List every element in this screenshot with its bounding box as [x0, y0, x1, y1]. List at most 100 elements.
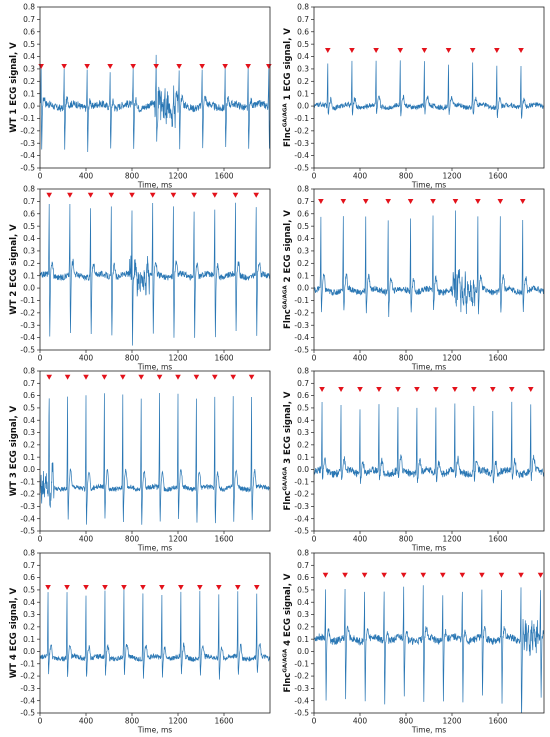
r-peak-marker: [527, 387, 534, 393]
r-peak-marker: [230, 374, 236, 380]
r-peak-marker: [318, 198, 324, 204]
y-tick-label: 0.4: [23, 416, 35, 425]
y-tick-label: 0.1: [23, 89, 35, 98]
r-peak-marker: [212, 374, 218, 380]
y-tick-label: 0.2: [23, 622, 35, 631]
r-peak-marker: [497, 198, 504, 204]
y-axis-label-suffix: 4 ECG signal, V: [283, 573, 293, 649]
y-tick-label: -0.5: [294, 164, 309, 173]
x-tick-label: 400: [79, 717, 94, 726]
r-peak-marker: [362, 198, 369, 204]
r-peak-marker: [153, 64, 159, 70]
ecg-trace: [314, 60, 544, 119]
r-peak-marker: [197, 585, 203, 591]
r-peak-marker: [509, 387, 515, 393]
x-tick-label: 1200: [168, 717, 187, 726]
r-peak-marker: [129, 192, 135, 198]
y-tick-label: 0.0: [23, 284, 35, 293]
plot-frame: [39, 552, 271, 714]
r-peak-marker: [325, 47, 331, 53]
plot-frame: [313, 6, 545, 169]
r-peak-marker: [248, 374, 255, 380]
y-tick-label: 0.3: [23, 65, 35, 74]
ecg-panel-3: -0.5 -0.4 -0.3 -0.2 -0.1 0.0 0.1 0.2 0.3 0.4 0.5 0.…: [9, 185, 271, 372]
y-axis-label-superscript: GA/AGA: [283, 285, 289, 310]
x-tick-label: 0: [312, 172, 317, 181]
r-peak-marker: [518, 572, 524, 578]
ecg-panel-6: -0.5 -0.4 -0.3 -0.2 -0.1 0.0 0.1 0.2 0.3 0.4 0.5 0.…: [283, 367, 545, 553]
x-tick-label: 400: [79, 354, 94, 363]
x-axis-label: Time, ms: [137, 363, 172, 372]
r-peak-marker: [102, 585, 108, 591]
r-peak-marker: [253, 192, 259, 198]
y-tick-label: -0.5: [20, 709, 35, 718]
y-tick-label: 0.3: [23, 247, 35, 256]
y-tick-label: 0.6: [23, 391, 35, 400]
x-axis-label: Time, ms: [411, 181, 446, 190]
x-tick-label: 800: [399, 717, 414, 726]
plot-frame: [39, 188, 271, 351]
r-peak-marker: [498, 572, 505, 578]
y-axis-label-main: WT 3 ECG signal, V: [9, 405, 19, 496]
r-peak-marker: [61, 64, 67, 70]
y-axis-label-suffix: 1 ECG signal, V: [283, 28, 293, 104]
y-tick-label: 0.6: [23, 209, 35, 218]
y-tick-label: -0.4: [20, 514, 35, 523]
y-tick-label: -0.1: [20, 659, 35, 668]
r-peak-marker: [245, 64, 251, 70]
x-tick-label: 1200: [442, 172, 461, 181]
r-peak-marker: [191, 192, 197, 198]
x-axis-label: Time, ms: [137, 726, 172, 735]
r-peak-marker: [518, 47, 524, 53]
r-peak-marker: [156, 374, 163, 380]
y-tick-label: 0.0: [23, 465, 35, 474]
y-axis-label: WT 1 ECG signal, V: [9, 42, 19, 133]
y-axis-label-main: Flnc: [283, 673, 293, 693]
y-tick-label: -0.2: [294, 672, 309, 681]
ecg-trace: [314, 401, 544, 484]
y-tick-label: 0.7: [23, 15, 35, 24]
x-tick-label: 0: [38, 172, 43, 181]
y-tick-label: -0.4: [294, 151, 309, 160]
r-peak-marker: [46, 192, 52, 198]
x-axis-label: Time, ms: [411, 726, 446, 735]
ecg-panel-5: -0.5 -0.4 -0.3 -0.2 -0.1 0.0 0.1 0.2 0.3 0.4 0.5 0.…: [9, 367, 271, 553]
y-tick-label: -0.1: [20, 114, 35, 123]
y-tick-label: 0.5: [23, 586, 35, 595]
r-peak-marker: [430, 198, 436, 204]
x-tick-label: 1200: [168, 354, 187, 363]
plot-frame: [39, 6, 271, 169]
x-tick-label: 1600: [488, 354, 507, 363]
y-axis-label-main: WT 2 ECG signal, V: [9, 224, 19, 315]
x-tick-label: 400: [79, 535, 94, 544]
y-tick-label: -0.5: [20, 346, 35, 355]
ecg-panel-4: -0.5 -0.4 -0.3 -0.2 -0.1 0.0 0.1 0.2 0.3 0.4 0.5 0.…: [283, 185, 545, 372]
r-peak-marker: [494, 47, 500, 53]
y-tick-label: 0.7: [297, 15, 309, 24]
y-tick-label: 0.3: [297, 247, 309, 256]
x-tick-label: 400: [353, 717, 368, 726]
y-tick-label: 0.1: [23, 635, 35, 644]
y-tick-label: 0.2: [297, 440, 309, 449]
y-tick-label: -0.1: [294, 477, 309, 486]
y-tick-label: 0.7: [297, 197, 309, 206]
y-tick-label: 0.2: [23, 440, 35, 449]
ecg-trace: [314, 585, 544, 713]
r-peak-marker: [361, 572, 368, 578]
y-tick-label: 0.4: [23, 598, 35, 607]
y-tick-label: -0.4: [20, 151, 35, 160]
y-tick-label: 0.4: [297, 52, 309, 61]
r-peak-marker: [421, 47, 428, 53]
y-axis-label: WT 2 ECG signal, V: [9, 224, 19, 315]
y-tick-label: -0.5: [20, 527, 35, 536]
r-peak-marker: [459, 572, 466, 578]
x-tick-label: 0: [38, 717, 43, 726]
x-tick-label: 1600: [214, 172, 233, 181]
r-peak-marker: [67, 192, 73, 198]
y-tick-label: 0.5: [23, 404, 35, 413]
y-tick-label: 0.7: [297, 561, 309, 570]
y-tick-label: -0.3: [20, 502, 35, 511]
y-axis-label-superscript: GA/AGA: [283, 466, 289, 491]
y-axis-label-main: Flnc: [283, 309, 293, 329]
y-tick-label: -0.5: [20, 164, 35, 173]
